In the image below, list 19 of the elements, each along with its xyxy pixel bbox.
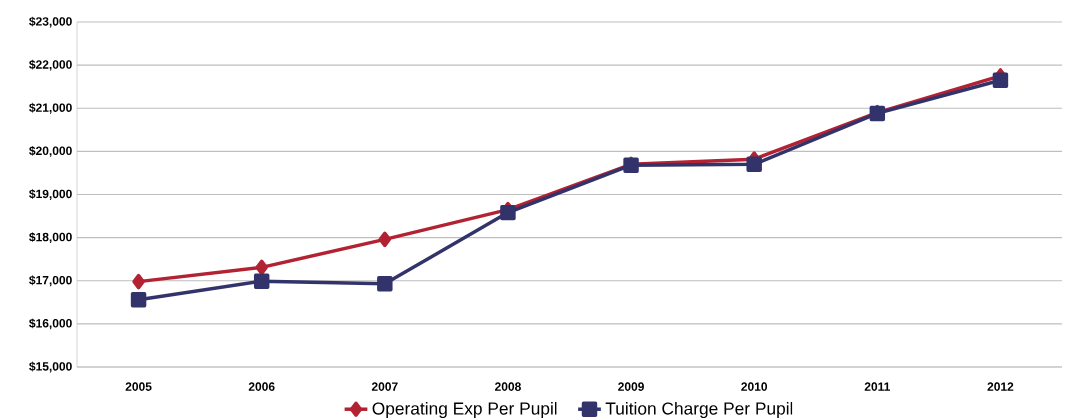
x-tick-label: 2011 [864,382,890,391]
y-tick-label: $23,000 [29,16,72,28]
y-tick-label: $20,000 [29,146,72,157]
x-tick-label: 2005 [125,382,152,391]
x-tick-label: 2009 [618,382,644,391]
y-tick-label: $17,000 [29,275,72,287]
legend-label: Operating Exp Per Pupil [372,401,557,418]
x-tick-label: 2012 [987,382,1014,391]
y-tick-label: $18,000 [29,232,72,244]
x-tick-label: 2006 [248,382,275,391]
x-tick-label: 2008 [495,382,521,391]
y-tick-label: $16,000 [29,318,72,330]
y-tick-label: $19,000 [29,189,72,200]
x-tick-label: 2007 [371,382,398,391]
y-tick-label: $22,000 [29,59,72,71]
y-tick-label: $15,000 [29,361,72,373]
x-tick-label: 2010 [741,382,768,391]
legend-label: Tuition Charge Per Pupil [605,401,793,418]
y-tick-label: $21,000 [29,102,72,114]
